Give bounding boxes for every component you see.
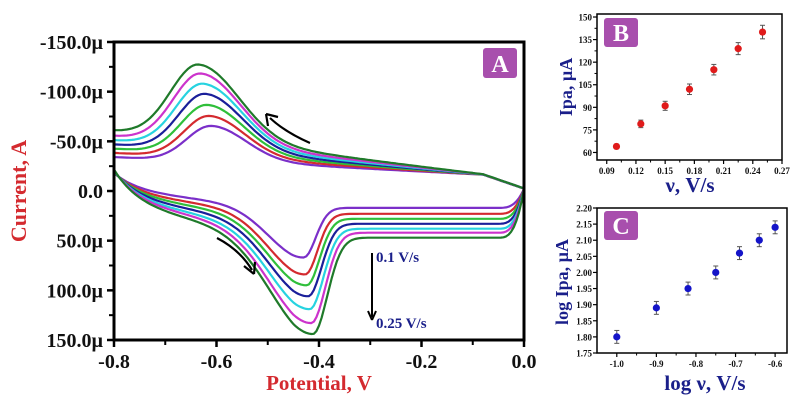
- panel-a-y-axis-title: Current, A: [6, 140, 31, 242]
- panel-c-scatter: -1.0 -0.9 -0.8 -0.7 -0.6 1.75 1.80 1.85 1.90 1.9…: [552, 204, 788, 395]
- panel-a-x-axis-title: Potential, V: [266, 371, 372, 395]
- x-tick-label: -0.7: [728, 359, 743, 369]
- panel-c-points: [613, 220, 779, 344]
- x-tick-label: -0.2: [406, 351, 438, 373]
- panel-a-cv-plot: -0.8 -0.6 -0.4 -0.2 0.0 -150.0µ -100.0µ -50.0µ…: [6, 32, 537, 395]
- forward-scan-arrow: [216, 237, 253, 271]
- forward-scan-arrow-head: [243, 261, 257, 275]
- x-tick-label: -0.8: [689, 359, 704, 369]
- y-tick-label: 150: [579, 13, 593, 23]
- y-tick-label: 150.0µ: [46, 330, 103, 352]
- data-point: [661, 102, 669, 110]
- y-tick-label: -100.0µ: [40, 82, 104, 104]
- y-tick-label: 2.05: [576, 252, 592, 262]
- x-tick-label: 0.24: [745, 166, 761, 176]
- panel-b-y-axis-title: Ipa, µA: [556, 58, 576, 116]
- y-tick-label: 135: [579, 35, 593, 45]
- y-tick-label: 2.00: [576, 268, 592, 278]
- panel-b-x-axis-title: ν, V/s: [664, 173, 714, 197]
- y-tick-label: -50.0µ: [50, 131, 104, 153]
- y-tick-label: 2.20: [576, 204, 592, 214]
- y-tick-label: 100.0µ: [46, 280, 103, 302]
- cv-curves: [112, 63, 526, 336]
- panel-a-x-ticks: -0.8 -0.6 -0.4 -0.2 0.0: [98, 340, 537, 373]
- panel-b-points: [612, 24, 767, 151]
- x-tick-label: 0.15: [657, 166, 673, 176]
- scan-rate-increase-arrow-head: [367, 310, 377, 321]
- panel-c-badge-label: C: [612, 214, 629, 240]
- x-tick-label: -0.8: [98, 351, 130, 373]
- y-tick-label: 0.0: [78, 181, 103, 203]
- y-tick-label: 2.10: [576, 236, 592, 246]
- panel-b-badge-bg: [604, 18, 638, 47]
- x-tick-label: 0.09: [599, 166, 615, 176]
- panel-a-y-ticks: -150.0µ -100.0µ -50.0µ 0.0 50.0µ 100.0µ 150.0µ: [40, 32, 114, 352]
- data-point: [771, 223, 779, 231]
- x-tick-label: -0.4: [303, 351, 335, 373]
- data-point: [652, 304, 660, 312]
- x-tick-label: 0.21: [716, 166, 732, 176]
- y-tick-label: 60: [583, 148, 593, 158]
- data-point: [637, 120, 645, 128]
- panel-a-badge-bg: [483, 48, 517, 78]
- annotation-low-scan-rate: 0.1 V/s: [376, 250, 419, 266]
- panel-c-badge-bg: [604, 211, 638, 240]
- panel-c-y-ticks: 1.75 1.80 1.85 1.90 1.95 2.00 2.05 2.10 2.15 2.20: [576, 204, 597, 359]
- panel-b-y-ticks: 60 75 90 105 120 135 150: [579, 13, 597, 158]
- data-point: [734, 45, 742, 53]
- x-tick-label: -0.9: [649, 359, 664, 369]
- panel-c-frame: [596, 207, 788, 354]
- panel-b-badge: B: [604, 18, 638, 47]
- y-tick-label: 105: [579, 80, 593, 90]
- cv-curve-0.225: [112, 72, 526, 325]
- panel-b-frame: [596, 13, 783, 161]
- y-tick-label: 50.0µ: [56, 231, 103, 253]
- y-tick-label: 1.90: [576, 300, 592, 310]
- y-tick-label: 90: [583, 103, 593, 113]
- x-tick-label: 0.27: [774, 166, 790, 176]
- x-tick-label: 0.12: [628, 166, 644, 176]
- annotation-high-scan-rate: 0.25 V/s: [376, 316, 427, 332]
- panel-c-badge: C: [604, 211, 638, 240]
- panel-b-badge-label: B: [613, 21, 629, 47]
- y-tick-label: 120: [579, 58, 593, 68]
- panel-c-x-ticks: -1.0 -0.9 -0.8 -0.7 -0.6: [610, 353, 783, 369]
- data-point: [758, 28, 767, 36]
- panel-c-y-axis-title: log Ipa, µA: [552, 239, 572, 325]
- data-point: [612, 142, 621, 151]
- y-tick-label: 75: [583, 125, 593, 135]
- panel-c-x-axis-title: log ν, V/s: [664, 371, 745, 395]
- panel-a-badge: A: [483, 48, 517, 78]
- y-tick-label: 1.80: [576, 332, 592, 342]
- x-tick-label: 0.18: [686, 166, 702, 176]
- data-point: [710, 66, 718, 74]
- data-point: [613, 333, 621, 341]
- data-point: [735, 249, 744, 257]
- y-tick-label: 1.85: [576, 316, 592, 326]
- panel-b-x-ticks: 0.09 0.12 0.15 0.18 0.21 0.24 0.27: [599, 160, 790, 176]
- y-tick-label: -150.0µ: [40, 32, 104, 54]
- reverse-scan-arrow-head: [264, 112, 279, 127]
- reverse-scan-arrow: [269, 117, 311, 145]
- x-tick-label: -0.6: [201, 351, 233, 373]
- data-point: [684, 284, 692, 293]
- y-tick-label: 2.15: [576, 220, 592, 230]
- x-tick-label: 0.0: [512, 351, 537, 373]
- panel-b-scatter: 0.09 0.12 0.15 0.18 0.21 0.24 0.27 60 75 90 105 12…: [556, 13, 790, 197]
- data-point: [712, 268, 720, 277]
- y-tick-label: 1.75: [576, 349, 592, 359]
- data-point: [685, 85, 694, 93]
- x-tick-label: -1.0: [610, 359, 625, 369]
- panel-a-badge-label: A: [491, 52, 509, 78]
- x-tick-label: -0.6: [768, 359, 783, 369]
- data-point: [755, 236, 763, 244]
- y-tick-label: 1.95: [576, 284, 592, 294]
